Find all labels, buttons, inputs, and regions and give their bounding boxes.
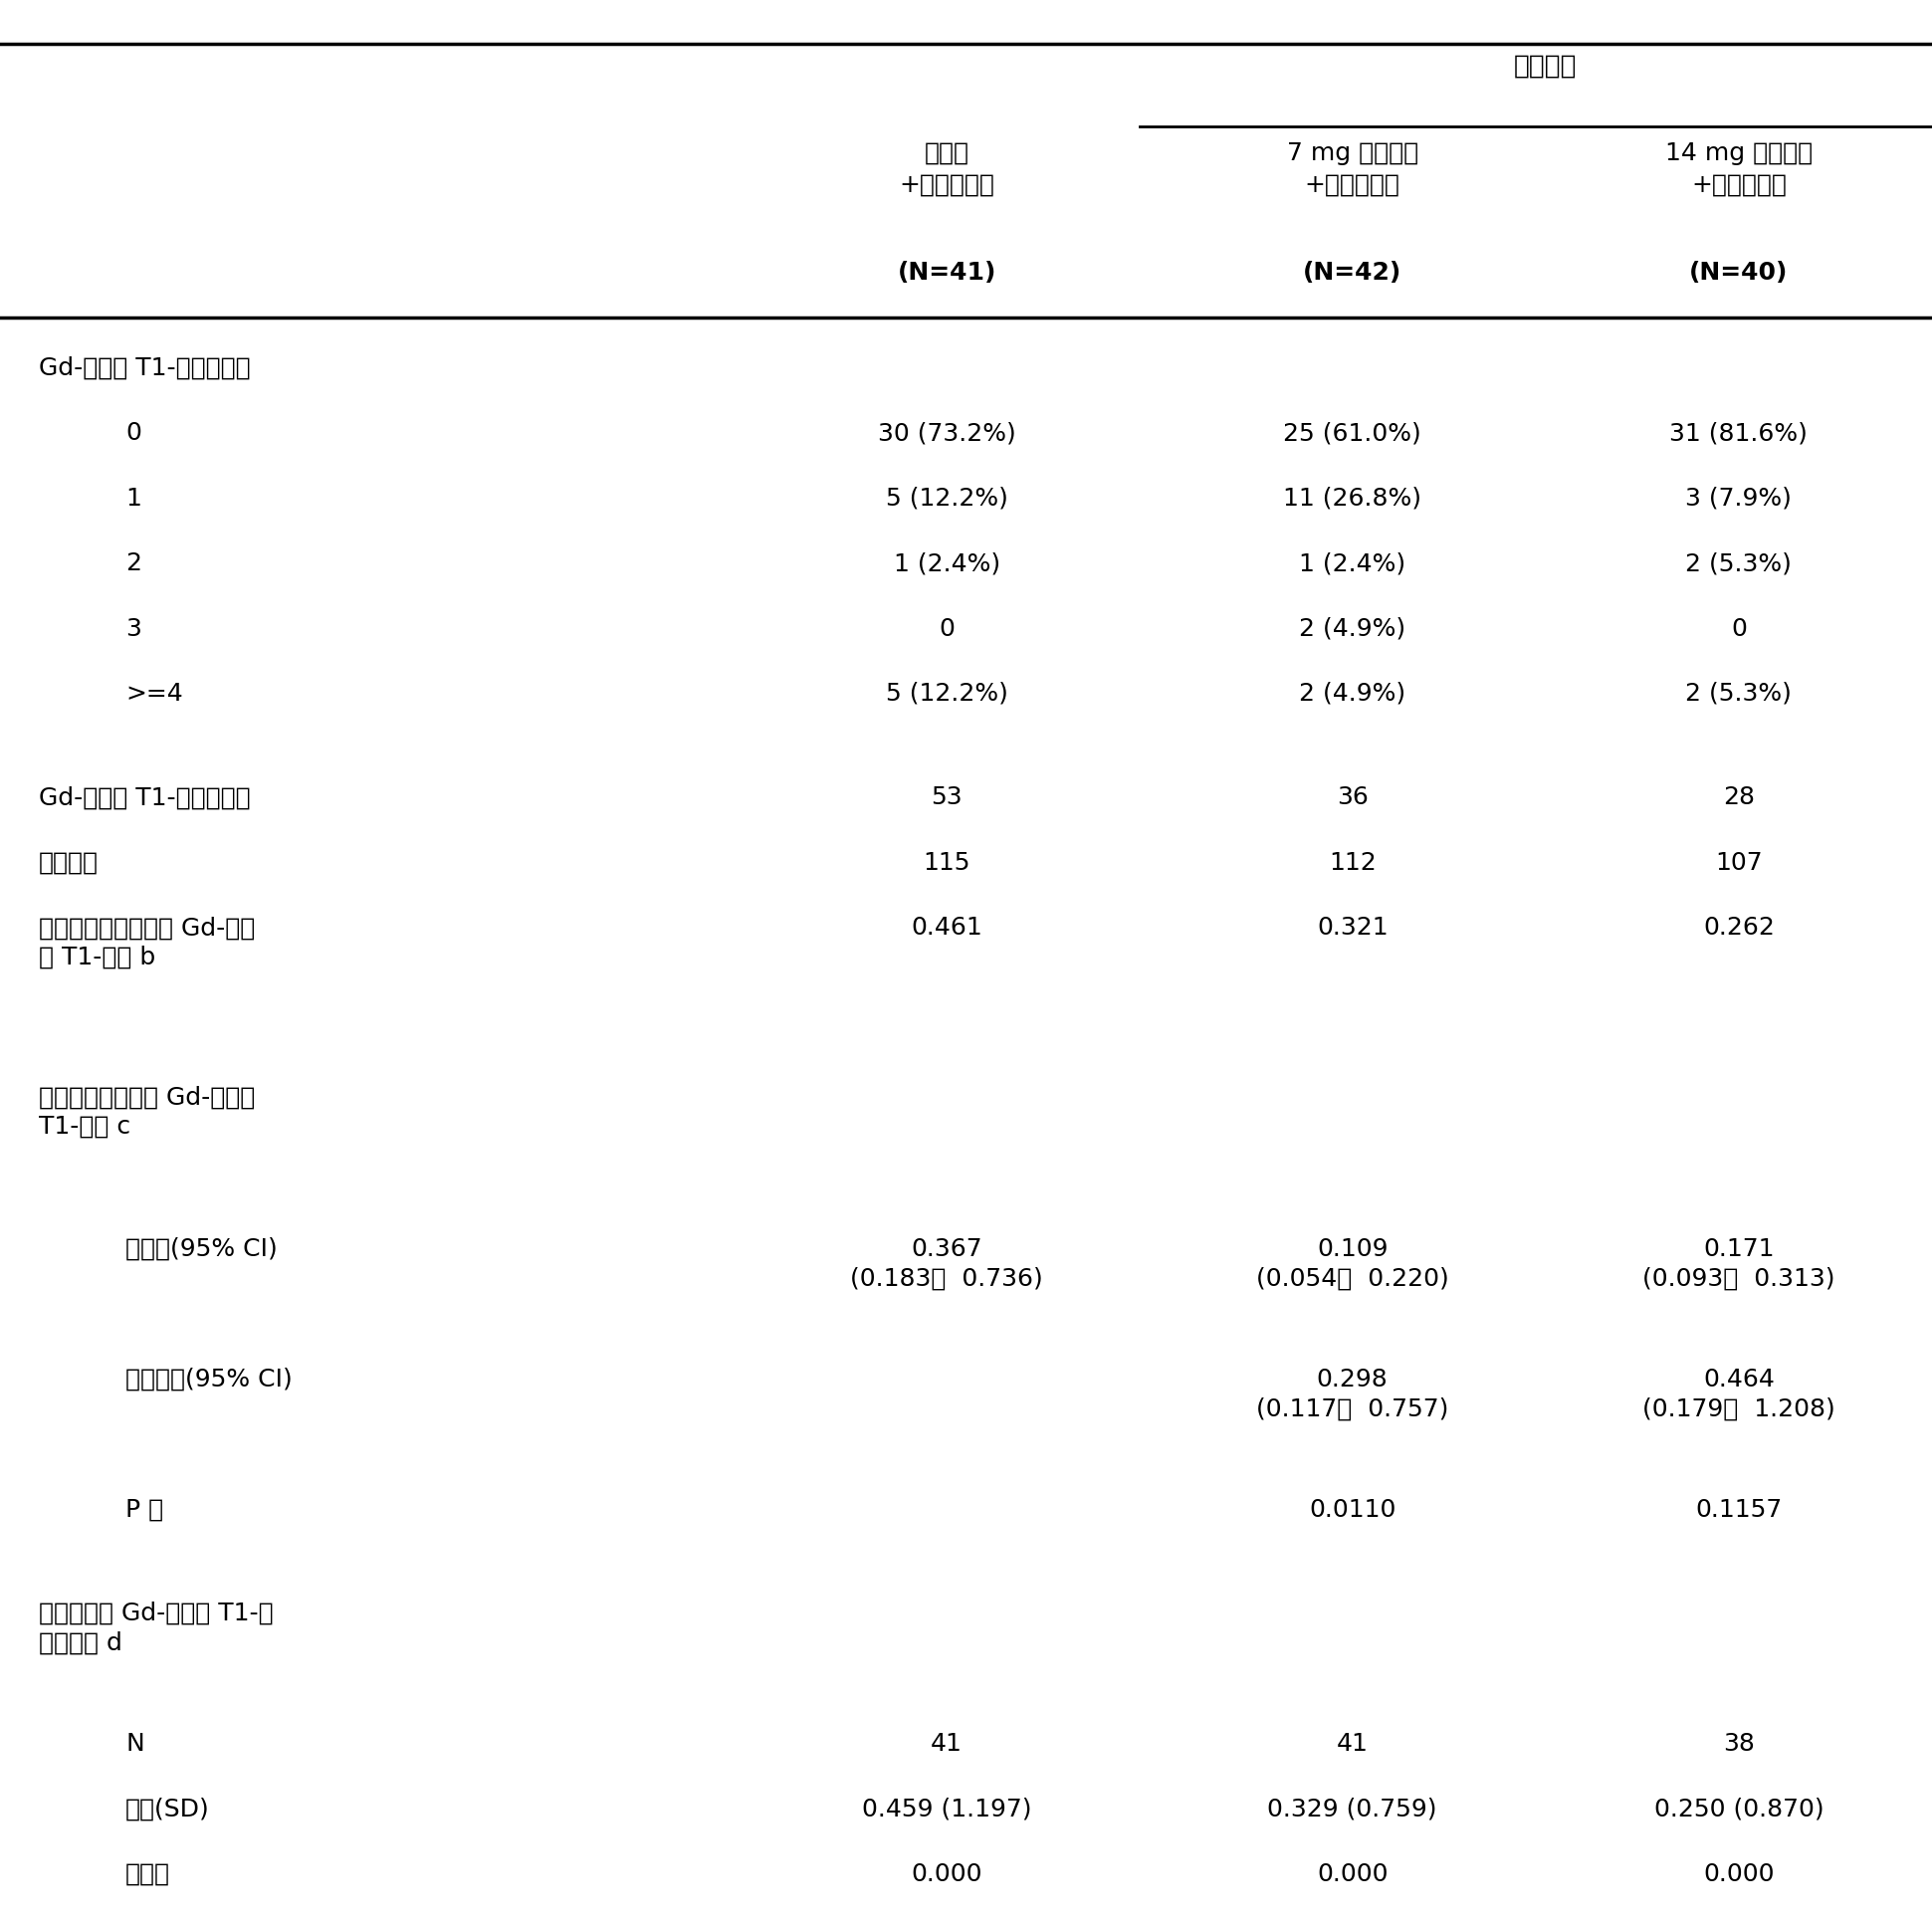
Text: (N=41): (N=41) [896, 260, 997, 285]
Text: 0.459 (1.197): 0.459 (1.197) [862, 1798, 1032, 1821]
Text: 每次扫描中校正的 Gd-增强的
T1-损伤 c: 每次扫描中校正的 Gd-增强的 T1-损伤 c [39, 1086, 255, 1140]
Text: 0.321: 0.321 [1318, 916, 1387, 939]
Text: 30 (73.2%): 30 (73.2%) [877, 422, 1016, 445]
Text: 28: 28 [1723, 785, 1754, 810]
Text: 0.464
(0.179，  1.208): 0.464 (0.179， 1.208) [1642, 1367, 1835, 1421]
Text: 安慰剂
+乙酸格拉默: 安慰剂 +乙酸格拉默 [898, 141, 995, 196]
Text: 107: 107 [1716, 851, 1762, 874]
Text: 特立氟胺: 特立氟胺 [1515, 52, 1577, 79]
Text: (N=42): (N=42) [1302, 260, 1403, 285]
Text: 0.000: 0.000 [1318, 1861, 1387, 1886]
Text: 36: 36 [1337, 785, 1368, 810]
Text: 14 mg 特立氟胺
+乙酸格拉默: 14 mg 特立氟胺 +乙酸格拉默 [1665, 141, 1812, 196]
Text: 0.461: 0.461 [912, 916, 981, 939]
Text: 0.000: 0.000 [1704, 1861, 1774, 1886]
Text: 2 (4.9%): 2 (4.9%) [1298, 616, 1406, 641]
Text: 每次扫描中 Gd-增强的 T1-损
伤的患者 d: 每次扫描中 Gd-增强的 T1-损 伤的患者 d [39, 1602, 272, 1656]
Text: 5 (12.2%): 5 (12.2%) [885, 681, 1009, 706]
Text: 112: 112 [1329, 851, 1376, 874]
Text: 0.298
(0.117，  0.757): 0.298 (0.117， 0.757) [1256, 1367, 1449, 1421]
Text: 0.1157: 0.1157 [1696, 1498, 1781, 1521]
Text: 53: 53 [931, 785, 962, 810]
Text: 0.250 (0.870): 0.250 (0.870) [1654, 1798, 1824, 1821]
Text: N: N [126, 1733, 145, 1756]
Text: 2 (5.3%): 2 (5.3%) [1685, 681, 1793, 706]
Text: Gd-增强的 T1-损伤的数量: Gd-增强的 T1-损伤的数量 [39, 356, 251, 379]
Text: 扫描总数: 扫描总数 [39, 851, 99, 874]
Text: 115: 115 [923, 851, 970, 874]
Text: 2: 2 [126, 551, 141, 576]
Text: 2 (4.9%): 2 (4.9%) [1298, 681, 1406, 706]
Text: 5 (12.2%): 5 (12.2%) [885, 487, 1009, 510]
Text: 2 (5.3%): 2 (5.3%) [1685, 551, 1793, 576]
Text: 0.171
(0.093，  0.313): 0.171 (0.093， 0.313) [1642, 1236, 1835, 1290]
Text: 0.329 (0.759): 0.329 (0.759) [1267, 1798, 1437, 1821]
Text: 1 (2.4%): 1 (2.4%) [893, 551, 1001, 576]
Text: 0: 0 [126, 422, 141, 445]
Text: 3 (7.9%): 3 (7.9%) [1685, 487, 1793, 510]
Text: 0.0110: 0.0110 [1308, 1498, 1397, 1521]
Text: 每次扫描中未校正的 Gd-增强
的 T1-损伤 b: 每次扫描中未校正的 Gd-增强 的 T1-损伤 b [39, 916, 255, 970]
Text: 25 (61.0%): 25 (61.0%) [1283, 422, 1422, 445]
Text: 38: 38 [1723, 1733, 1754, 1756]
Text: 41: 41 [931, 1733, 962, 1756]
Text: 0: 0 [1731, 616, 1747, 641]
Text: 11 (26.8%): 11 (26.8%) [1283, 487, 1422, 510]
Text: (N=40): (N=40) [1689, 260, 1789, 285]
Text: 3: 3 [126, 616, 141, 641]
Text: 相对风险(95% CI): 相对风险(95% CI) [126, 1367, 292, 1392]
Text: 31 (81.6%): 31 (81.6%) [1669, 422, 1808, 445]
Text: 1 (2.4%): 1 (2.4%) [1298, 551, 1406, 576]
Text: 0.367
(0.183，  0.736): 0.367 (0.183， 0.736) [850, 1236, 1043, 1290]
Text: 0: 0 [939, 616, 954, 641]
Text: 0.109
(0.054，  0.220): 0.109 (0.054， 0.220) [1256, 1236, 1449, 1290]
Text: 中位数: 中位数 [126, 1861, 170, 1886]
Text: >=4: >=4 [126, 681, 184, 706]
Text: 7 mg 特立氟胺
+乙酸格拉默: 7 mg 特立氟胺 +乙酸格拉默 [1287, 141, 1418, 196]
Text: P 值: P 值 [126, 1498, 164, 1521]
Text: 0.262: 0.262 [1702, 916, 1776, 939]
Text: 估计值(95% CI): 估计值(95% CI) [126, 1236, 278, 1261]
Text: Gd-增强的 T1-损伤的总数: Gd-增强的 T1-损伤的总数 [39, 785, 251, 810]
Text: 平均(SD): 平均(SD) [126, 1798, 211, 1821]
Text: 1: 1 [126, 487, 141, 510]
Text: 41: 41 [1337, 1733, 1368, 1756]
Text: 0.000: 0.000 [912, 1861, 981, 1886]
